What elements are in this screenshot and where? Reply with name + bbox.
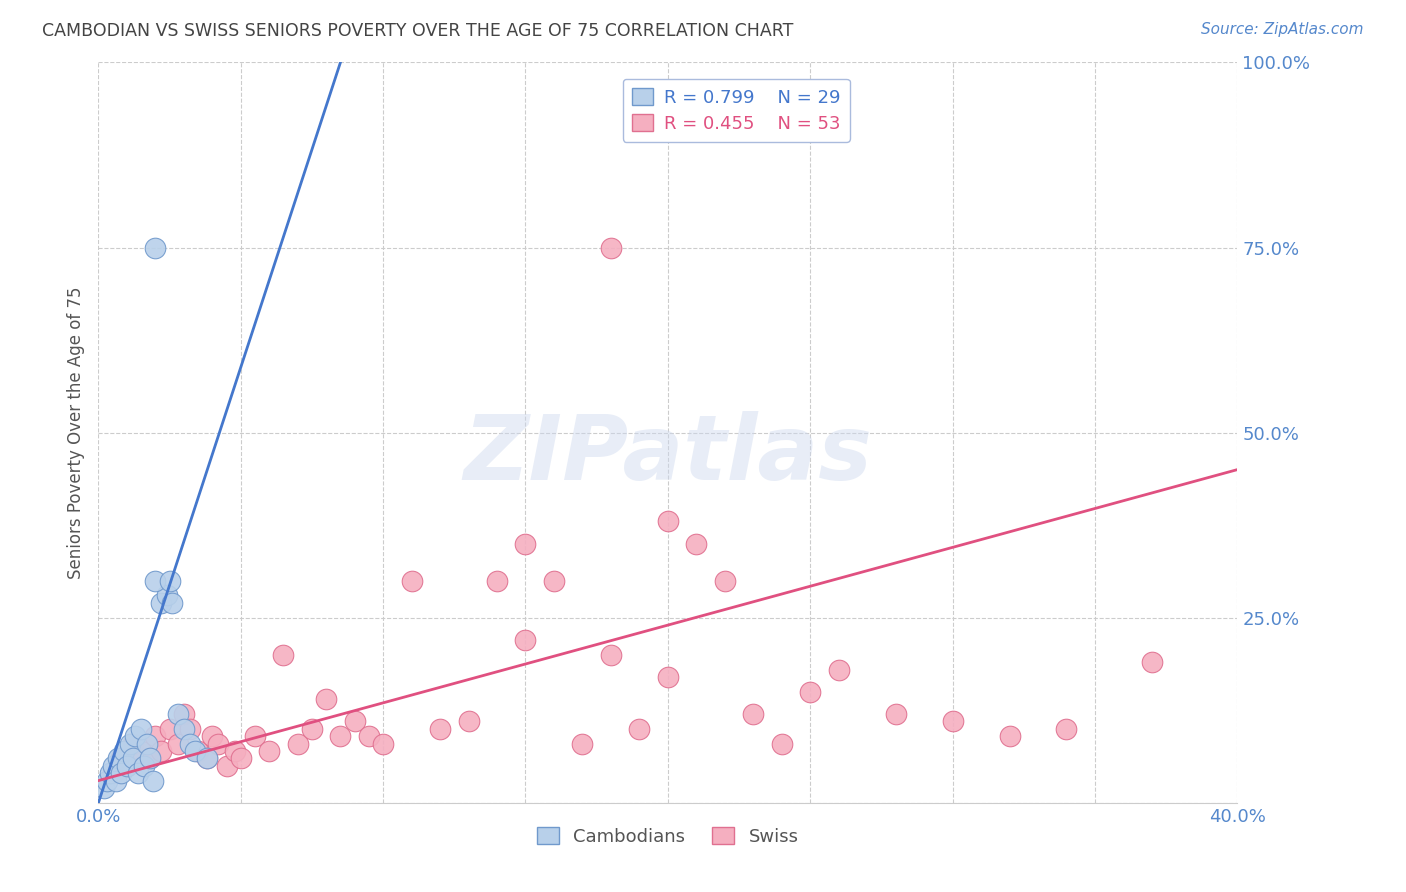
Point <box>112 744 135 758</box>
Point <box>107 751 129 765</box>
Point <box>156 589 179 603</box>
Point <box>287 737 309 751</box>
Point <box>685 536 707 550</box>
Point <box>628 722 651 736</box>
Point <box>884 706 907 721</box>
Point <box>486 574 509 588</box>
Point <box>828 663 851 677</box>
Point <box>101 758 124 772</box>
Point <box>373 737 395 751</box>
Point <box>167 737 190 751</box>
Point <box>167 706 190 721</box>
Point <box>124 729 146 743</box>
Y-axis label: Seniors Poverty Over the Age of 75: Seniors Poverty Over the Age of 75 <box>66 286 84 579</box>
Point <box>1056 722 1078 736</box>
Point <box>173 706 195 721</box>
Point <box>145 574 167 588</box>
Point <box>657 515 679 529</box>
Point <box>93 780 115 795</box>
Point <box>118 737 141 751</box>
Point <box>101 766 124 780</box>
Point <box>229 751 252 765</box>
Point <box>998 729 1021 743</box>
Point <box>357 729 380 743</box>
Point <box>162 596 184 610</box>
Point <box>145 240 167 255</box>
Point <box>515 536 537 550</box>
Point <box>215 758 238 772</box>
Point <box>201 729 224 743</box>
Point <box>121 737 143 751</box>
Point <box>187 744 209 758</box>
Point <box>96 773 118 788</box>
Point <box>179 722 201 736</box>
Point <box>1140 655 1163 669</box>
Point <box>243 729 266 743</box>
Point <box>429 722 451 736</box>
Point <box>343 714 366 729</box>
Point <box>98 766 121 780</box>
Point <box>315 692 337 706</box>
Point <box>600 240 623 255</box>
Point <box>207 737 229 751</box>
Point <box>224 744 246 758</box>
Point <box>159 722 181 736</box>
Point <box>571 737 593 751</box>
Point <box>115 758 138 772</box>
Point <box>121 751 143 765</box>
Point <box>110 751 132 765</box>
Point <box>132 758 155 772</box>
Point <box>138 751 160 765</box>
Point <box>195 751 218 765</box>
Point <box>129 744 152 758</box>
Text: CAMBODIAN VS SWISS SENIORS POVERTY OVER THE AGE OF 75 CORRELATION CHART: CAMBODIAN VS SWISS SENIORS POVERTY OVER … <box>42 22 793 40</box>
Point <box>195 751 218 765</box>
Point <box>515 632 537 647</box>
Legend: Cambodians, Swiss: Cambodians, Swiss <box>530 820 806 853</box>
Point <box>145 729 167 743</box>
Point <box>110 766 132 780</box>
Point <box>115 758 138 772</box>
Point <box>184 744 207 758</box>
Point <box>150 596 173 610</box>
Point <box>273 648 295 662</box>
Text: ZIPatlas: ZIPatlas <box>464 411 872 499</box>
Point <box>401 574 423 588</box>
Point <box>141 773 163 788</box>
Point <box>600 648 623 662</box>
Point <box>770 737 793 751</box>
Point <box>329 729 352 743</box>
Point <box>942 714 965 729</box>
Point <box>799 685 821 699</box>
Text: Source: ZipAtlas.com: Source: ZipAtlas.com <box>1201 22 1364 37</box>
Point <box>127 766 149 780</box>
Point <box>129 722 152 736</box>
Point <box>159 574 181 588</box>
Point <box>301 722 323 736</box>
Point <box>135 737 157 751</box>
Point <box>714 574 737 588</box>
Point <box>104 773 127 788</box>
Point <box>543 574 565 588</box>
Point <box>138 751 160 765</box>
Point <box>457 714 479 729</box>
Point <box>179 737 201 751</box>
Point <box>150 744 173 758</box>
Point <box>742 706 765 721</box>
Point <box>259 744 281 758</box>
Point <box>657 670 679 684</box>
Point <box>173 722 195 736</box>
